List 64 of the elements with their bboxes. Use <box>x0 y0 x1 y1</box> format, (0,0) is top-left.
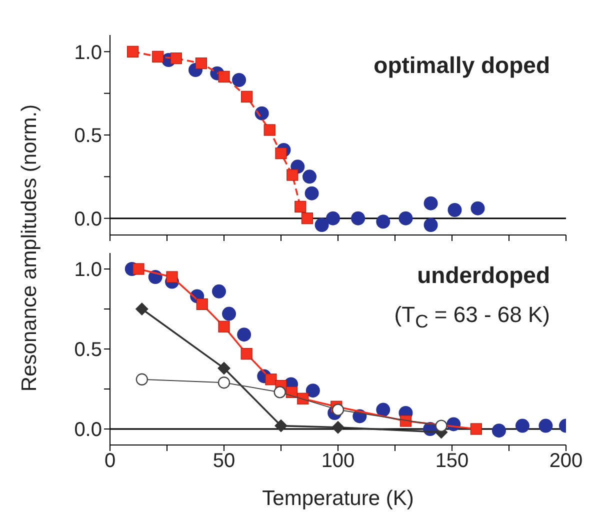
point <box>448 203 462 217</box>
point <box>240 348 252 360</box>
point <box>376 214 390 229</box>
annotation: underdoped <box>417 262 550 288</box>
point <box>424 218 438 232</box>
point <box>275 148 287 160</box>
point <box>237 328 252 342</box>
y-tick-label: 1.0 <box>74 259 102 282</box>
point <box>424 196 438 210</box>
point <box>400 415 412 427</box>
point <box>297 392 309 404</box>
point <box>135 302 148 316</box>
point <box>515 418 530 433</box>
point <box>294 200 306 212</box>
point <box>265 374 277 386</box>
point <box>132 263 144 275</box>
point <box>152 50 164 62</box>
point <box>304 186 319 200</box>
y-tick-label: 1.0 <box>74 42 102 64</box>
point <box>218 320 230 332</box>
x-axis-title: Temperature (K) <box>262 487 414 510</box>
point <box>196 298 208 310</box>
point <box>127 46 139 58</box>
point <box>274 419 288 432</box>
point <box>222 306 236 321</box>
x-tick-label: 150 <box>435 450 469 472</box>
point <box>470 423 482 435</box>
annotation: (T$_{C}$ = 63 - 68 K) <box>394 302 550 332</box>
x-tick-label: 50 <box>212 450 236 472</box>
point <box>492 424 506 438</box>
y-tick-label: 0.0 <box>74 208 102 230</box>
point <box>314 218 329 232</box>
point <box>470 201 485 216</box>
point <box>538 418 553 433</box>
point <box>166 271 178 283</box>
point <box>306 384 320 398</box>
x-tick-label: 100 <box>321 450 355 472</box>
point <box>326 211 340 226</box>
annotation: optimally doped <box>374 52 550 78</box>
point <box>218 376 230 389</box>
point <box>351 211 366 226</box>
point <box>170 52 182 64</box>
point <box>195 58 207 70</box>
point <box>218 362 230 375</box>
point <box>212 284 226 298</box>
point <box>218 70 230 82</box>
point <box>301 212 314 224</box>
y-tick-label: 0.5 <box>74 339 102 362</box>
point <box>286 169 298 181</box>
x-tick-label: 0 <box>104 450 116 472</box>
point <box>264 124 276 136</box>
y-tick-label: 0.5 <box>74 125 102 148</box>
point <box>241 90 253 102</box>
point <box>435 420 448 432</box>
point <box>332 420 344 434</box>
point <box>376 402 390 417</box>
y-axis-title: Resonance amplitudes (norm.) <box>18 104 41 392</box>
y-tick-label: 0.0 <box>74 419 102 442</box>
point <box>274 386 286 398</box>
point <box>332 404 344 416</box>
x-tick-label: 200 <box>549 450 583 472</box>
point <box>398 211 413 226</box>
point <box>232 73 246 87</box>
point <box>302 170 316 184</box>
